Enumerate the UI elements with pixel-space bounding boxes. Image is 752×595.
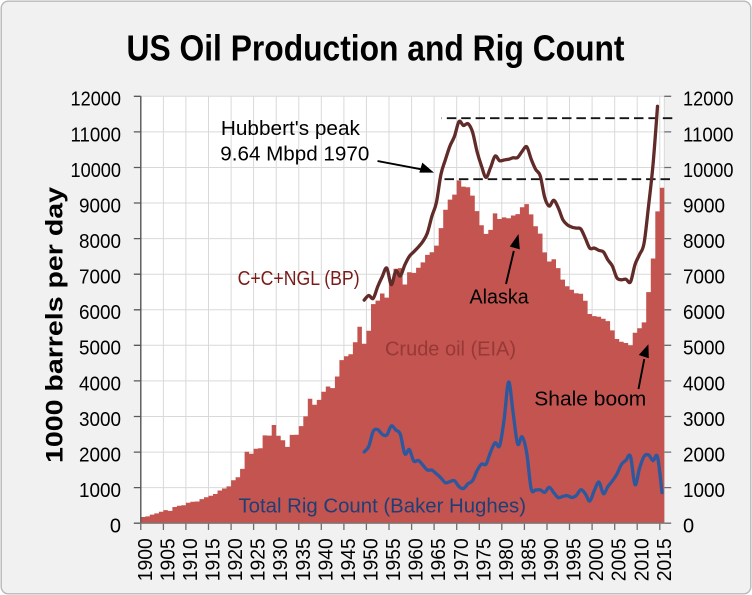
svg-text:4000: 4000	[683, 373, 725, 395]
svg-text:1985: 1985	[519, 538, 541, 581]
svg-text:1935: 1935	[293, 538, 315, 581]
svg-text:11000: 11000	[71, 124, 122, 146]
svg-text:1980: 1980	[496, 538, 518, 581]
svg-text:6000: 6000	[683, 302, 725, 324]
svg-text:9000: 9000	[79, 195, 121, 217]
svg-text:4000: 4000	[79, 373, 121, 395]
svg-text:9000: 9000	[683, 195, 725, 217]
svg-text:1915: 1915	[203, 538, 225, 581]
svg-text:1000: 1000	[683, 480, 725, 502]
svg-text:8000: 8000	[683, 231, 725, 253]
svg-text:1990: 1990	[541, 538, 563, 581]
svg-text:1000 barrels per day: 1000 barrels per day	[42, 186, 69, 463]
svg-text:7000: 7000	[683, 267, 725, 289]
svg-text:1945: 1945	[338, 538, 360, 581]
svg-text:1960: 1960	[406, 538, 428, 581]
svg-text:Hubbert's peak: Hubbert's peak	[221, 117, 361, 140]
svg-text:Alaska: Alaska	[470, 286, 530, 309]
svg-text:1975: 1975	[473, 538, 495, 581]
svg-text:5000: 5000	[79, 338, 121, 360]
svg-text:US Oil Production and Rig Coun: US Oil Production and Rig Count	[127, 27, 625, 68]
svg-text:3000: 3000	[79, 409, 121, 431]
svg-text:2005: 2005	[609, 538, 631, 581]
svg-text:5000: 5000	[683, 338, 725, 360]
svg-text:1920: 1920	[225, 538, 247, 581]
svg-text:1910: 1910	[180, 538, 202, 581]
svg-text:6000: 6000	[79, 302, 121, 324]
svg-text:1995: 1995	[564, 538, 586, 581]
svg-text:10000: 10000	[71, 160, 122, 182]
svg-text:Shale boom: Shale boom	[534, 388, 646, 411]
svg-text:1950: 1950	[361, 538, 383, 581]
svg-text:1000: 1000	[79, 480, 121, 502]
svg-text:9.64 Mbpd 1970: 9.64 Mbpd 1970	[220, 143, 369, 166]
svg-text:0: 0	[110, 516, 121, 538]
svg-text:1930: 1930	[270, 538, 292, 581]
svg-text:12000: 12000	[683, 89, 734, 111]
svg-text:2010: 2010	[631, 538, 653, 581]
svg-text:1925: 1925	[248, 538, 270, 581]
svg-text:C+C+NGL (BP): C+C+NGL (BP)	[238, 267, 360, 290]
svg-text:1900: 1900	[135, 538, 157, 581]
svg-text:3000: 3000	[683, 409, 725, 431]
svg-text:2000: 2000	[683, 445, 725, 467]
svg-text:7000: 7000	[79, 267, 121, 289]
svg-text:0: 0	[683, 516, 694, 538]
svg-text:10000: 10000	[683, 160, 734, 182]
svg-text:2000: 2000	[79, 445, 121, 467]
svg-text:11000: 11000	[683, 124, 734, 146]
svg-text:2015: 2015	[654, 538, 676, 581]
svg-text:1965: 1965	[428, 538, 450, 581]
svg-text:1970: 1970	[451, 538, 473, 581]
svg-text:Total Rig Count (Baker Hughes): Total Rig Count (Baker Hughes)	[239, 494, 527, 517]
svg-text:2000: 2000	[586, 538, 608, 581]
svg-text:1940: 1940	[315, 538, 337, 581]
svg-text:8000: 8000	[79, 231, 121, 253]
svg-text:1905: 1905	[157, 538, 179, 581]
svg-text:Crude oil (EIA): Crude oil (EIA)	[385, 338, 516, 361]
svg-text:1955: 1955	[383, 538, 405, 581]
svg-text:12000: 12000	[71, 89, 122, 111]
